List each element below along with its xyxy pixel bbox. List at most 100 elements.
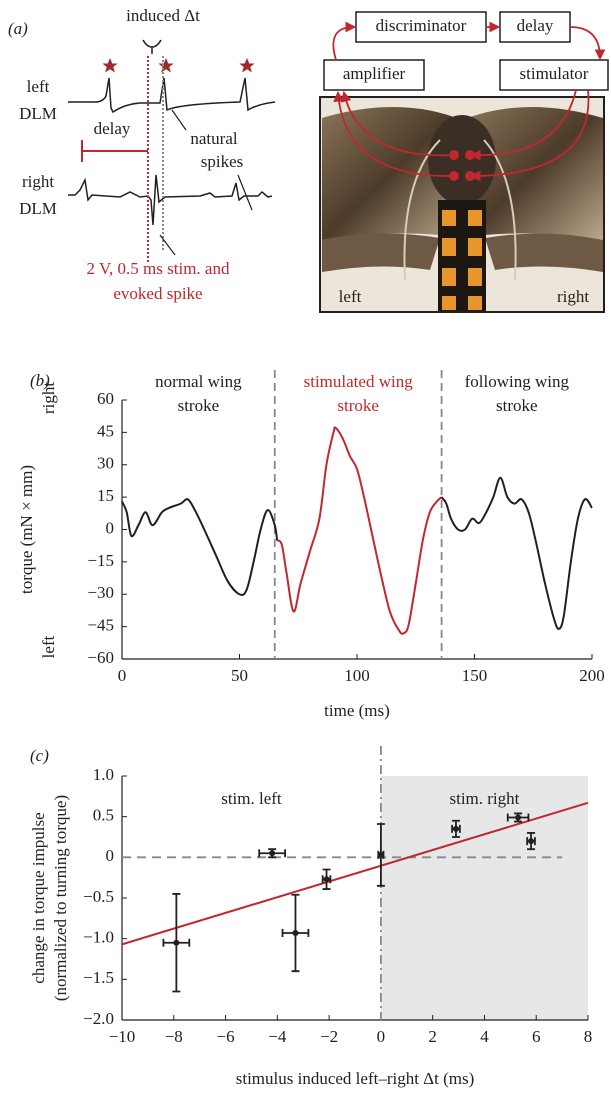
- x-tick-label: −2: [320, 1027, 338, 1046]
- box-label: amplifier: [343, 64, 406, 83]
- photo-label: right: [557, 287, 589, 306]
- point: [173, 939, 180, 946]
- wing: [485, 233, 603, 272]
- y-tick-label: 0: [106, 846, 115, 865]
- x-axis-label: time (ms): [324, 701, 390, 720]
- bracket: [142, 39, 162, 54]
- arrow: [469, 89, 590, 182]
- y-tick-label: 1.0: [93, 765, 114, 784]
- annotation: stroke: [178, 396, 220, 415]
- trace-label: left: [27, 77, 50, 96]
- point: [452, 825, 459, 832]
- x-tick-label: −10: [109, 1027, 136, 1046]
- annotation: stim. left: [221, 789, 282, 808]
- panel-a: (a) induced Δt left DLM right DLM delay …: [8, 6, 609, 313]
- line-series: [121, 498, 279, 596]
- y-tick-label: −30: [87, 583, 114, 602]
- arrow: [333, 90, 455, 177]
- direction-label: right: [39, 382, 58, 414]
- electrode: [449, 150, 459, 160]
- y-tick-label: −1.5: [83, 968, 114, 987]
- electrode: [465, 171, 475, 181]
- wing: [462, 106, 603, 241]
- spot: [468, 238, 482, 256]
- spot: [442, 210, 456, 226]
- electrode: [449, 171, 459, 181]
- box-label: discriminator: [376, 16, 467, 35]
- trace: [68, 174, 273, 226]
- arrow: [569, 26, 606, 61]
- y-tick-label: −15: [87, 551, 114, 570]
- x-tick-label: 8: [584, 1027, 593, 1046]
- line-series: [276, 426, 443, 635]
- y-axis-label: torque (mN × mm): [17, 465, 36, 594]
- x-tick-label: −8: [165, 1027, 183, 1046]
- arrow: [340, 90, 455, 157]
- y-tick-label: 15: [97, 486, 114, 505]
- wing: [322, 233, 440, 272]
- x-tick-label: 4: [480, 1027, 489, 1046]
- trace-label: right: [22, 172, 54, 191]
- direction-label: left: [39, 635, 58, 658]
- point: [323, 876, 330, 883]
- spike-marker: [239, 58, 255, 73]
- delay-label: delay: [94, 119, 131, 138]
- box: [499, 59, 609, 91]
- y-tick-label: −60: [87, 648, 114, 667]
- point: [292, 929, 299, 936]
- y-axis-label: (normalized to turning torque): [51, 795, 70, 1001]
- shaded-region: [380, 776, 588, 1020]
- arrow: [332, 21, 357, 61]
- annotation: stimulated wing: [304, 372, 414, 391]
- fit-line: [121, 801, 589, 946]
- y-tick-label: −1.0: [83, 928, 114, 947]
- y-tick-label: −0.5: [83, 887, 114, 906]
- panel-label: (a): [8, 19, 28, 38]
- point: [377, 851, 384, 858]
- x-axis-label: stimulus induced left–right Δt (ms): [236, 1069, 475, 1088]
- x-tick-label: −4: [268, 1027, 287, 1046]
- photo-frame: [319, 96, 605, 313]
- y-tick-label: 30: [97, 454, 114, 473]
- wing: [322, 106, 462, 241]
- annotation: stroke: [496, 396, 538, 415]
- spot: [442, 238, 456, 256]
- annotation: 2 V, 0.5 ms stim. and: [87, 259, 230, 278]
- panel-label: (c): [30, 746, 49, 765]
- spot: [468, 210, 482, 226]
- point: [269, 850, 276, 857]
- point: [528, 838, 535, 845]
- box-label: delay: [517, 16, 554, 35]
- annotation: natural: [190, 129, 237, 148]
- arrow: [469, 89, 577, 161]
- trace-label: DLM: [19, 199, 57, 218]
- box-label: stimulator: [520, 64, 589, 83]
- y-tick-label: 0: [106, 518, 115, 537]
- leader-line: [159, 109, 253, 256]
- spike-marker: [158, 58, 174, 73]
- trace-label: DLM: [19, 104, 57, 123]
- x-tick-label: 0: [377, 1027, 386, 1046]
- x-tick-label: 100: [344, 666, 370, 685]
- point: [515, 814, 522, 821]
- annotation: spikes: [201, 152, 244, 171]
- annotation: evoked spike: [113, 284, 202, 303]
- x-tick-label: 2: [428, 1027, 437, 1046]
- annotation: normal wing: [155, 372, 242, 391]
- spike-marker: [102, 58, 118, 73]
- y-axis-label: change in torque impulse: [29, 812, 48, 983]
- spot: [442, 296, 456, 310]
- spot: [442, 268, 456, 286]
- x-tick-label: 200: [579, 666, 605, 685]
- y-tick-label: −45: [87, 616, 114, 635]
- box: [323, 59, 425, 91]
- annotation: following wing: [465, 372, 570, 391]
- spot: [468, 268, 482, 286]
- x-tick-label: 0: [118, 666, 127, 685]
- induced-label: induced Δt: [126, 6, 200, 25]
- y-tick-label: 0.5: [93, 806, 114, 825]
- annotation: stroke: [337, 396, 379, 415]
- trace: [68, 77, 276, 114]
- x-tick-label: 6: [532, 1027, 541, 1046]
